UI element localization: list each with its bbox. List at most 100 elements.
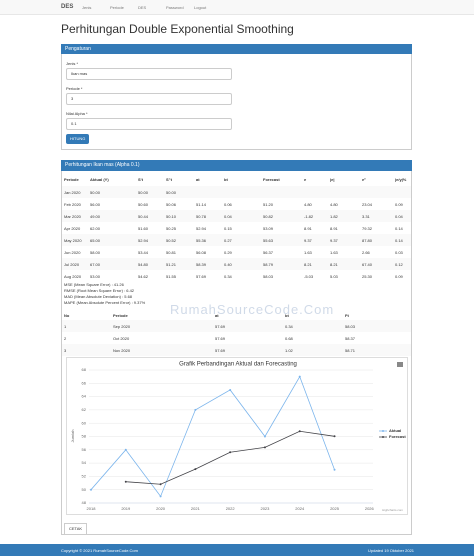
table-cell: 51.60	[138, 226, 149, 231]
table-cell: 8.21	[304, 262, 312, 267]
table-cell: 79.32	[362, 226, 373, 231]
table-cell: 0.06	[224, 202, 232, 207]
table-cell: 0.03	[395, 250, 403, 255]
point	[124, 448, 127, 451]
x-tick-label: 2019	[121, 506, 131, 511]
table-cell: 50.81	[166, 250, 177, 255]
x-tick-label: 2022	[226, 506, 236, 511]
table-cell: 52.94	[196, 226, 207, 231]
table-cell: 1.63	[304, 250, 312, 255]
table-cell: 0.09	[395, 202, 403, 207]
table-cell: 58.03	[345, 324, 356, 329]
x-tick-label: 2023	[260, 506, 270, 511]
field-input[interactable]: 0.1	[66, 118, 232, 130]
table-cell: 8.91	[304, 226, 312, 231]
submit-button[interactable]: HITUNG	[66, 134, 90, 144]
y-tick-label: 64	[82, 394, 87, 399]
table-cell: 58.39	[196, 262, 207, 267]
nav-item[interactable]: Periode	[110, 5, 124, 10]
table-header: e	[304, 177, 307, 182]
table-header: Ft	[345, 313, 349, 318]
credits: Highcharts.com	[382, 508, 403, 512]
field-input[interactable]: 3	[66, 93, 232, 105]
table-cell: Nov 2020	[113, 348, 131, 353]
table-cell: 50.00	[90, 190, 101, 195]
point	[333, 468, 336, 471]
page-title: Perhitungan Double Exponential Smoothing	[61, 22, 294, 36]
print-button[interactable]: CETAK	[64, 523, 88, 535]
watermark: RumahSourceCode.Com	[170, 302, 335, 317]
nav-item[interactable]: DES	[138, 5, 147, 10]
nav-item[interactable]: Jenis	[82, 5, 92, 10]
panel-heading: Pengaturan	[61, 44, 412, 54]
table-cell: 52.94	[138, 238, 149, 243]
field-label: Jenis *	[66, 61, 79, 66]
table-cell: 56.08	[196, 250, 207, 255]
table-cell: 1.63	[330, 250, 338, 255]
table-cell: -5.03	[304, 274, 314, 279]
table-cell: 8.21	[330, 262, 338, 267]
table-cell: -1.82	[304, 214, 314, 219]
table-cell: 0.14	[395, 238, 403, 243]
footer-right: Updated 19 Oktober 2021	[368, 548, 415, 553]
field-input[interactable]: Ikan mas	[66, 68, 232, 80]
point	[124, 480, 127, 483]
point	[229, 451, 232, 454]
table-cell: 9.37	[304, 238, 312, 243]
table-cell: 50.10	[166, 214, 177, 219]
y-tick-label: 66	[82, 380, 87, 385]
field-label: Periode *	[66, 86, 83, 91]
row-stripe	[62, 210, 411, 222]
table-cell: 25.30	[362, 274, 373, 279]
brand[interactable]: DES	[61, 4, 74, 10]
table-cell: 53.09	[263, 226, 274, 231]
table-cell: 3.31	[362, 214, 370, 219]
table-cell: 51.21	[166, 262, 177, 267]
legend-label: Forecast	[389, 434, 406, 439]
y-tick-label: 56	[82, 447, 87, 452]
nav-item[interactable]: Password	[166, 5, 184, 10]
table-cell: 2.66	[362, 250, 370, 255]
table-cell: 1.82	[330, 214, 338, 219]
table-cell: 53.44	[138, 250, 149, 255]
row-stripe	[62, 258, 411, 270]
table-header: bt	[285, 313, 289, 318]
table-cell: 50.00	[138, 190, 149, 195]
table-header: No	[64, 313, 70, 318]
table-cell: 0.27	[224, 238, 232, 243]
table-cell: 8.91	[330, 226, 338, 231]
table-header: |e|	[330, 177, 335, 182]
metric: MSE (Mean Square Error) : 41.26	[64, 282, 124, 287]
table-cell: 0.68	[285, 336, 293, 341]
x-tick-label: 2026	[365, 506, 375, 511]
table-header: |e/y|%	[395, 177, 407, 182]
panel-heading: Perhitungan Ikan mas (Alpha 0.1)	[61, 160, 412, 171]
table-cell: 58.79	[263, 262, 274, 267]
field-label: Nilai Alpha *	[66, 111, 88, 116]
chart: Grafik Perbandingan Aktual dan Forecasti…	[66, 357, 408, 515]
table-cell: 0.12	[395, 262, 403, 267]
legend-marker	[382, 436, 384, 438]
table-cell: 58.00	[90, 250, 101, 255]
table-header: S"t	[166, 177, 172, 182]
y-tick-label: 52	[82, 473, 87, 478]
table-cell: 0.34	[285, 324, 293, 329]
x-tick-label: 2020	[156, 506, 166, 511]
row-stripe	[62, 344, 411, 356]
table-cell: Jun 2020	[64, 250, 81, 255]
table-cell: Jan 2020	[64, 190, 81, 195]
point	[229, 388, 232, 391]
point	[263, 435, 266, 438]
table-header: at	[215, 313, 219, 318]
nav-item[interactable]: Logout	[194, 5, 207, 10]
table-cell: 50.06	[166, 202, 177, 207]
point	[333, 435, 336, 438]
table-cell: 9.37	[330, 238, 338, 243]
menu-button[interactable]	[397, 362, 403, 367]
y-tick-label: 62	[82, 407, 87, 412]
table-cell: 0.15	[224, 226, 232, 231]
table-cell: 0.29	[224, 250, 232, 255]
table-cell: 57.69	[215, 324, 226, 329]
series-line	[90, 375, 335, 498]
